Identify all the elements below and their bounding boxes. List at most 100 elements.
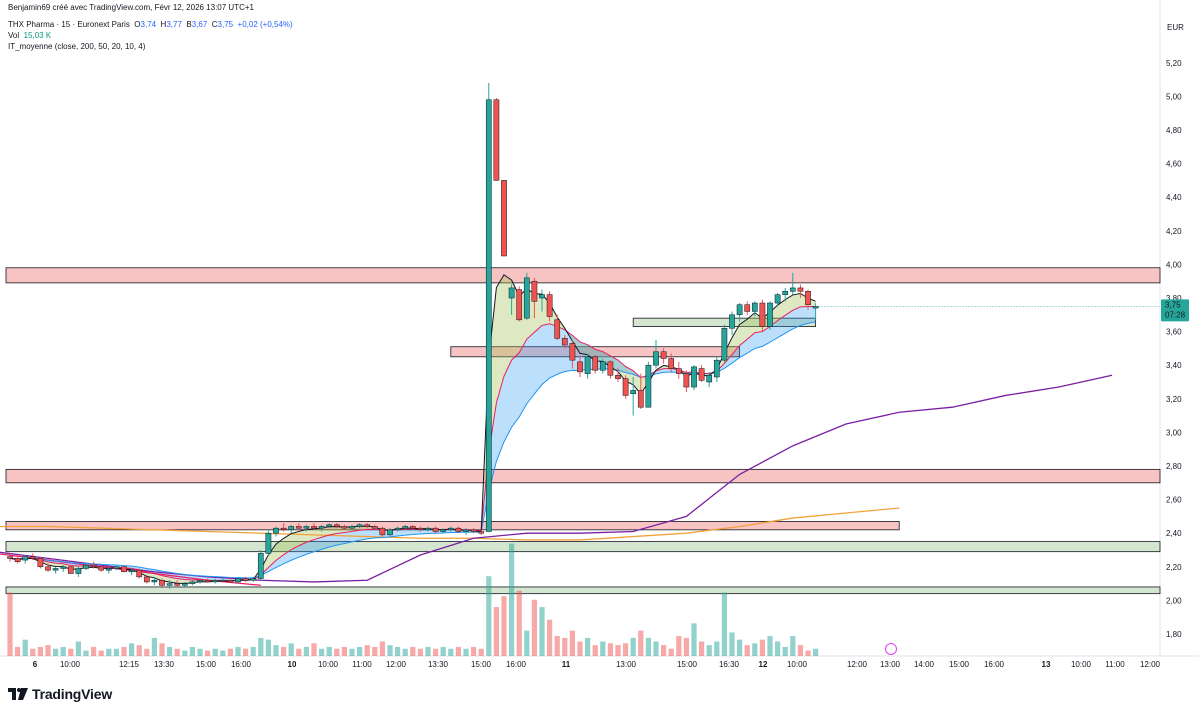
candle-body [273,527,279,534]
candle-body [45,566,51,571]
volume-bar [790,636,796,656]
volume-bar [326,646,332,656]
volume-bar [440,646,446,656]
volume-line: Vol 15,03 K [8,31,51,41]
candle-body [759,302,766,327]
ohlc-high: 3,77 [166,20,182,29]
candle-body [22,556,29,561]
y-tick-label: 2,40 [1166,529,1182,538]
volume-bar [562,637,568,656]
x-tick-label: 15:00 [196,660,217,669]
candle-body [782,291,789,295]
series-ema_slow_orange [0,507,900,541]
volume-bar [433,648,439,656]
candle-body [402,526,409,529]
volume-bar [45,645,51,656]
x-tick-label: 16:30 [719,660,740,669]
candle-body [622,378,629,396]
candle-body [128,569,135,573]
x-tick-label: 13:00 [880,660,901,669]
candle-body [546,294,553,317]
candle-body [463,529,469,532]
candle-body [159,579,165,586]
volume-bar [569,630,575,656]
candle-body [204,579,211,583]
price-axis: EUR 5,20 5,00 4,80 4,60 4,40 4,20 4,00 3,80 3,60 3… [1161,23,1189,639]
volume-bar [288,643,294,656]
candle-body [67,566,74,574]
x-tick-label: 10:00 [787,660,808,669]
volume-bar [189,646,195,656]
volume-bar [220,650,226,656]
x-tick-label: 14:00 [914,660,935,669]
volume-bar [91,646,97,656]
candle-body [485,99,492,532]
x-tick-label: 11 [562,660,571,669]
y-tick-label: 2,00 [1166,596,1182,605]
volume-bar [364,645,370,656]
candle-body [698,368,705,381]
candle-body [478,531,485,534]
volume-bar [136,645,142,656]
x-tick-label: 12 [759,660,768,669]
symbol-name[interactable]: THX Pharma · 15 · Euronext Paris [8,20,130,29]
ohlc-close-label: C [211,20,218,29]
volume-bar [349,648,355,656]
time-axis: 6 10:00 12:15 13:30 15:00 16:00 10 10:00 11:00 12… [33,660,1161,669]
volume-bar [372,646,378,656]
candle-body [577,361,583,373]
volume-label[interactable]: Vol [8,31,20,40]
volume-bar [775,641,781,656]
candle-body [174,583,181,586]
candle-body [797,287,804,292]
volume-bar [592,645,598,656]
candle-body [242,578,249,581]
candle-body [501,180,507,257]
x-tick-label: 11:00 [1105,660,1125,669]
volume-bar [486,576,492,656]
tradingview-logo-text[interactable]: TradingView [32,686,113,702]
volume-bar [319,648,325,656]
volume-bar [585,637,591,656]
candle-body [371,526,378,529]
x-tick-label: 15:00 [949,660,970,669]
volume-bar [607,643,613,656]
volume-bar [638,630,644,656]
candle-body [379,527,386,536]
indicator-line[interactable]: IT_moyenne (close, 200, 50, 20, 10, 4) [8,42,146,51]
volume-bar [683,637,689,656]
y-tick-label: 3,80 [1166,294,1182,303]
candle-body [326,524,333,527]
volume-bar [197,648,203,656]
volume-bar [387,645,393,656]
volume-bar [531,599,537,656]
ohlc-low-label: B [186,20,192,29]
x-tick-label: 16:00 [984,660,1005,669]
volume-bar [410,646,416,656]
candle-body [645,364,652,408]
volume-bar [341,646,347,656]
volume-bar [471,646,477,656]
volume-bar [463,648,469,656]
volume-bar [311,643,317,656]
volume-bar [691,623,697,656]
volume-bar [15,646,21,656]
candle-body [219,579,226,582]
volume-layer [7,543,819,656]
candle-body [235,578,241,583]
candle-body [181,583,188,586]
volume-bar [714,641,720,656]
candle-body [531,280,538,302]
candle-body [767,302,773,327]
candle-body [394,527,401,531]
volume-bar [151,637,157,656]
candle-body [166,583,173,586]
candle-body [387,529,393,536]
y-tick-label: 2,60 [1166,496,1182,505]
currency-label: EUR [1167,23,1184,32]
volume-bar [75,641,81,656]
volume-bar [767,636,773,656]
volume-bar [250,646,256,656]
